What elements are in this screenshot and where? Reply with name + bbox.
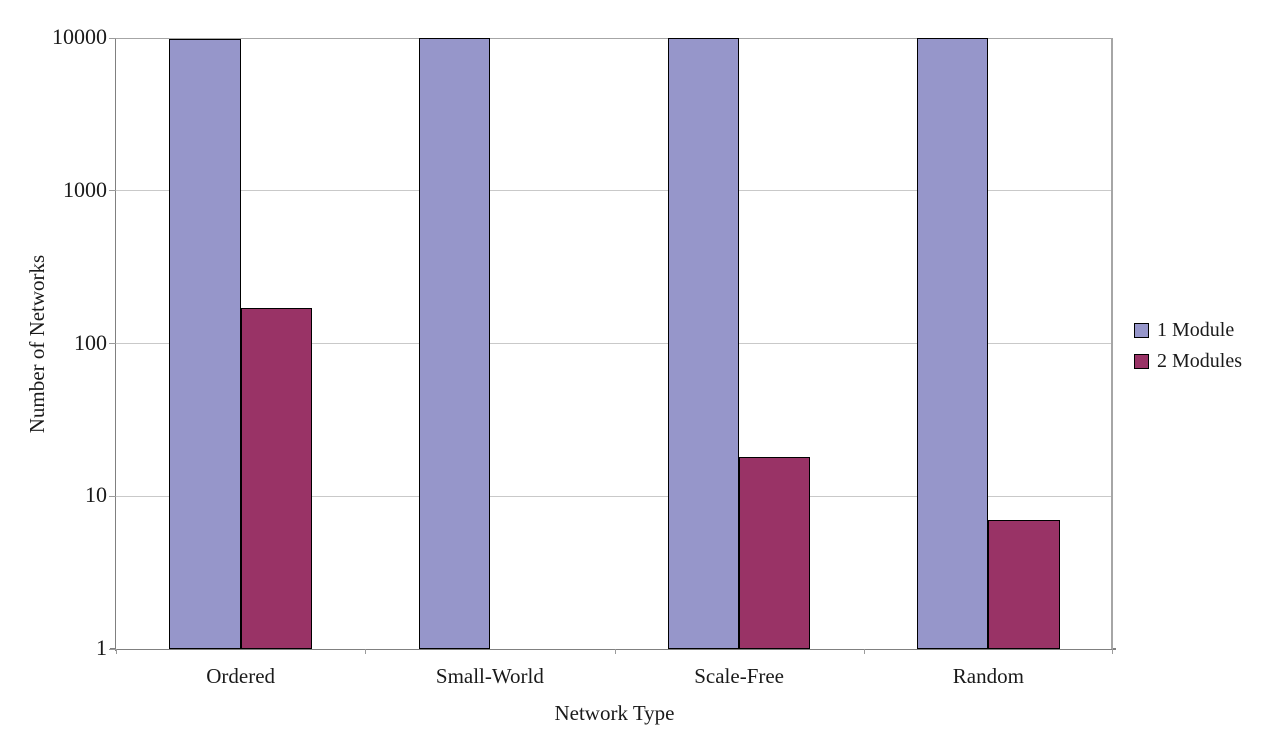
legend-label: 1 Module [1157,319,1235,341]
y-axis-tick-label: 10 [85,482,107,508]
gridline-top [116,38,1113,39]
plot-area: 10000 1000 100 10 1 Ordered Small-World Scale-F… [52,26,1113,687]
y-axis-tick-label: 100 [74,329,107,355]
x-axis-tick-mark [365,649,367,654]
y-axis-title: Number of Networks [25,254,49,434]
y-axis-tick-label: 1 [96,635,107,661]
bar-random-1-module [917,38,989,649]
y-axis-tick-mark [109,190,116,192]
gridline [116,190,1113,192]
x-axis-category-label: Ordered [206,664,276,688]
y-axis-tick-mark [109,343,116,344]
gridline [116,495,1113,497]
bar-ordered-2-modules [240,308,312,649]
bar-scale-free-2-modules [739,457,811,649]
y-axis-tick-mark [109,495,116,497]
x-axis-category-label: Random [952,664,1024,688]
bar-random-2-modules [988,520,1060,649]
x-axis-tick-mark [614,649,616,654]
x-axis-category-label: Small-World [435,664,544,688]
x-axis-category-label: Scale-Free [694,664,785,688]
legend-label: 2 Modules [1157,350,1242,372]
legend-marker-icon [1134,322,1149,338]
legend-item-1-module: 1 Module [1134,320,1242,340]
x-axis-tick-mark [863,649,865,654]
x-axis-title: Network Type [554,701,675,725]
plot-right-border [1111,38,1113,649]
legend-marker-icon [1134,353,1149,369]
bar-ordered-1-module [169,39,241,649]
gridline [116,343,1113,344]
x-axis-line [110,648,1116,650]
legend-item-2-modules: 2 Modules [1134,351,1242,371]
y-axis-tick-label: 10000 [52,24,107,50]
y-axis-tick-mark [109,648,116,650]
y-axis-tick-label: 1000 [63,176,107,202]
bar-small-world-1-module [418,38,490,649]
y-axis-tick-mark [109,37,116,39]
legend: 1 Module 2 Modules [1134,320,1242,382]
x-axis-tick-mark [116,649,117,654]
bar-scale-free-1-module [667,38,740,649]
x-axis-tick-mark [1112,649,1113,654]
